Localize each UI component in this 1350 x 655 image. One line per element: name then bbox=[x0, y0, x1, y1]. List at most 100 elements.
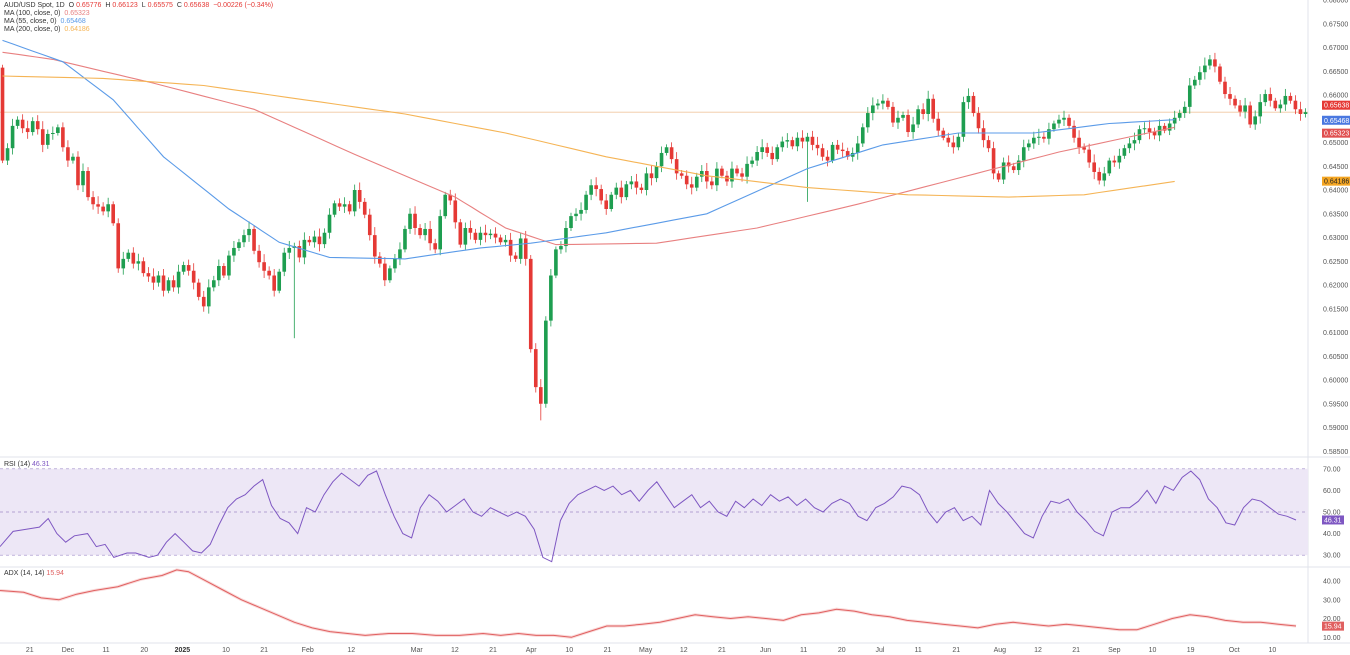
candle-body bbox=[1117, 155, 1122, 163]
candle-body bbox=[865, 113, 870, 128]
time-tick-label: 12 bbox=[347, 647, 355, 654]
price-tick-label: 0.63500 bbox=[1323, 211, 1348, 218]
time-tick-label: 20 bbox=[838, 647, 846, 654]
candle-body bbox=[161, 275, 166, 291]
candle-body bbox=[342, 204, 347, 207]
candle-body bbox=[1052, 123, 1056, 130]
candle-body bbox=[111, 204, 116, 224]
candle-body bbox=[609, 194, 614, 209]
candle-body bbox=[916, 109, 920, 125]
candle-body bbox=[528, 258, 533, 350]
candle-body bbox=[1187, 85, 1192, 107]
price-tick-label: 0.68000 bbox=[1323, 0, 1348, 5]
candle-body bbox=[584, 194, 588, 210]
candle-body bbox=[463, 228, 468, 245]
candle-body bbox=[272, 275, 276, 291]
candle-body bbox=[35, 121, 40, 130]
candle-body bbox=[66, 147, 70, 161]
candle-body bbox=[554, 249, 558, 276]
candle-body bbox=[327, 214, 332, 233]
legend-ma200-label: MA (200, close, 0) bbox=[4, 26, 61, 33]
candle-body bbox=[45, 133, 50, 145]
candle-body bbox=[559, 246, 563, 250]
candle-body bbox=[840, 149, 845, 152]
candle-body bbox=[629, 181, 634, 185]
candle-body bbox=[252, 228, 256, 251]
candle-body bbox=[156, 275, 161, 283]
candle-body bbox=[136, 261, 141, 264]
candle-body bbox=[941, 130, 946, 138]
candle-body bbox=[1152, 132, 1157, 136]
adx-tick-label: 20.00 bbox=[1323, 616, 1341, 623]
candle-body bbox=[604, 200, 609, 209]
candle-body bbox=[996, 173, 1001, 180]
candle-body bbox=[1228, 94, 1232, 99]
candle-body bbox=[352, 190, 357, 212]
price-tick-label: 0.66500 bbox=[1323, 69, 1348, 76]
candle-body bbox=[1218, 66, 1222, 82]
candle-body bbox=[1293, 100, 1298, 110]
candle-body bbox=[845, 151, 850, 157]
candle-body bbox=[473, 232, 478, 240]
candle-body bbox=[96, 204, 100, 207]
candle-body bbox=[649, 173, 654, 179]
price-tick-label: 0.62500 bbox=[1323, 259, 1348, 266]
candle-body bbox=[820, 148, 825, 157]
time-tick-label: 12 bbox=[1034, 647, 1042, 654]
candle-body bbox=[1021, 147, 1026, 161]
candle-body bbox=[262, 262, 266, 271]
candle-body bbox=[171, 280, 176, 288]
candle-body bbox=[478, 232, 483, 240]
candle-body bbox=[810, 136, 815, 145]
candle-body bbox=[1182, 106, 1187, 114]
candle-body bbox=[1092, 162, 1097, 172]
candle-body bbox=[488, 233, 493, 236]
candle-body bbox=[951, 142, 956, 148]
time-tick-label: Jul bbox=[875, 647, 884, 654]
candle-body bbox=[860, 127, 865, 144]
candle-body bbox=[483, 232, 488, 236]
candle-body bbox=[302, 239, 307, 258]
candle-body bbox=[151, 276, 156, 283]
candle-body bbox=[1238, 105, 1242, 112]
candle-body bbox=[926, 98, 930, 114]
candle-body bbox=[654, 166, 659, 179]
legend-ma200-row: MA (200, close, 0) 0.64186 bbox=[4, 26, 275, 34]
time-tick-label: 11 bbox=[800, 647, 807, 654]
candle-body bbox=[684, 175, 689, 185]
time-tick-label: 10 bbox=[222, 647, 230, 654]
candle-body bbox=[217, 266, 221, 281]
candle-body bbox=[191, 270, 196, 283]
candle-body bbox=[393, 258, 397, 269]
candle-body bbox=[1283, 95, 1288, 105]
candle-body bbox=[835, 144, 840, 150]
candle-body bbox=[669, 147, 674, 160]
candle-body bbox=[513, 255, 518, 259]
candle-body bbox=[20, 119, 25, 129]
candle-body bbox=[639, 187, 644, 190]
candle-body bbox=[61, 127, 65, 148]
candle-body bbox=[116, 223, 121, 269]
candle-body bbox=[538, 387, 543, 404]
candle-body bbox=[855, 143, 860, 153]
price-tick-label: 0.61000 bbox=[1323, 330, 1348, 337]
candle-body bbox=[1248, 105, 1252, 125]
time-tick-label: 10 bbox=[565, 647, 573, 654]
time-tick-label: 10 bbox=[1268, 647, 1276, 654]
candle-body bbox=[689, 184, 694, 188]
candle-body bbox=[106, 204, 110, 212]
legend-high-label: H bbox=[105, 2, 111, 9]
candle-body bbox=[1172, 117, 1177, 124]
candle-body bbox=[891, 106, 895, 123]
candle-body bbox=[886, 100, 890, 107]
candle-body bbox=[1253, 116, 1257, 125]
adx-line bbox=[0, 569, 1297, 638]
candle-body bbox=[976, 113, 981, 129]
candle-body bbox=[1077, 137, 1081, 148]
legend-ma55-row: MA (55, close, 0) 0.65468 bbox=[4, 18, 275, 26]
candle-body bbox=[232, 247, 236, 256]
candle-body bbox=[881, 100, 885, 104]
legend-ma100-label: MA (100, close, 0) bbox=[4, 10, 61, 17]
